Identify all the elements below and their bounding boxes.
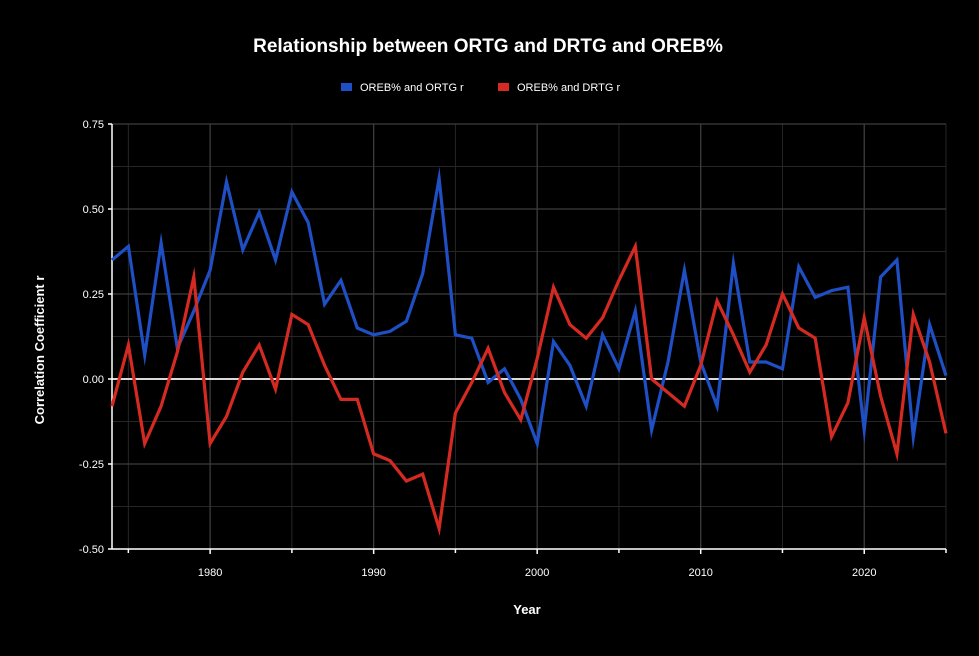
y-tick-label: 0.50 — [83, 204, 104, 216]
y-tick-label: -0.25 — [79, 459, 104, 471]
y-tick-label: 0.75 — [83, 119, 104, 131]
y-tick-label: -0.50 — [79, 544, 104, 556]
x-tick-label: 2020 — [852, 567, 876, 579]
legend-swatch-drtg — [498, 83, 509, 91]
x-tick-label: 1980 — [198, 567, 222, 579]
chart-title: Relationship between ORTG and DRTG and O… — [253, 36, 723, 57]
y-tick-label: 0.00 — [83, 374, 104, 386]
series-line-oreb-drtg — [110, 240, 948, 537]
axes: -0.50 -0.25 0.00 0.25 0.50 0.75 1980 1990 2000 20… — [79, 119, 947, 579]
x-tick-label: 2010 — [688, 567, 712, 579]
legend-label-ortg: OREB% and ORTG r — [360, 82, 464, 94]
series-line-oreb-ortg — [110, 166, 948, 451]
y-axis-title: Correlation Coefficient r — [32, 276, 47, 425]
legend-label-drtg: OREB% and DRTG r — [517, 82, 620, 94]
x-axis-title: Year — [513, 602, 540, 617]
grid — [112, 123, 947, 550]
legend-swatch-ortg — [341, 83, 352, 91]
y-tick-label: 0.25 — [83, 289, 104, 301]
x-tick-label: 1990 — [361, 567, 385, 579]
series-lines — [110, 166, 948, 537]
legend: OREB% and ORTG r OREB% and DRTG r — [341, 82, 620, 94]
x-tick-label: 2000 — [525, 567, 549, 579]
